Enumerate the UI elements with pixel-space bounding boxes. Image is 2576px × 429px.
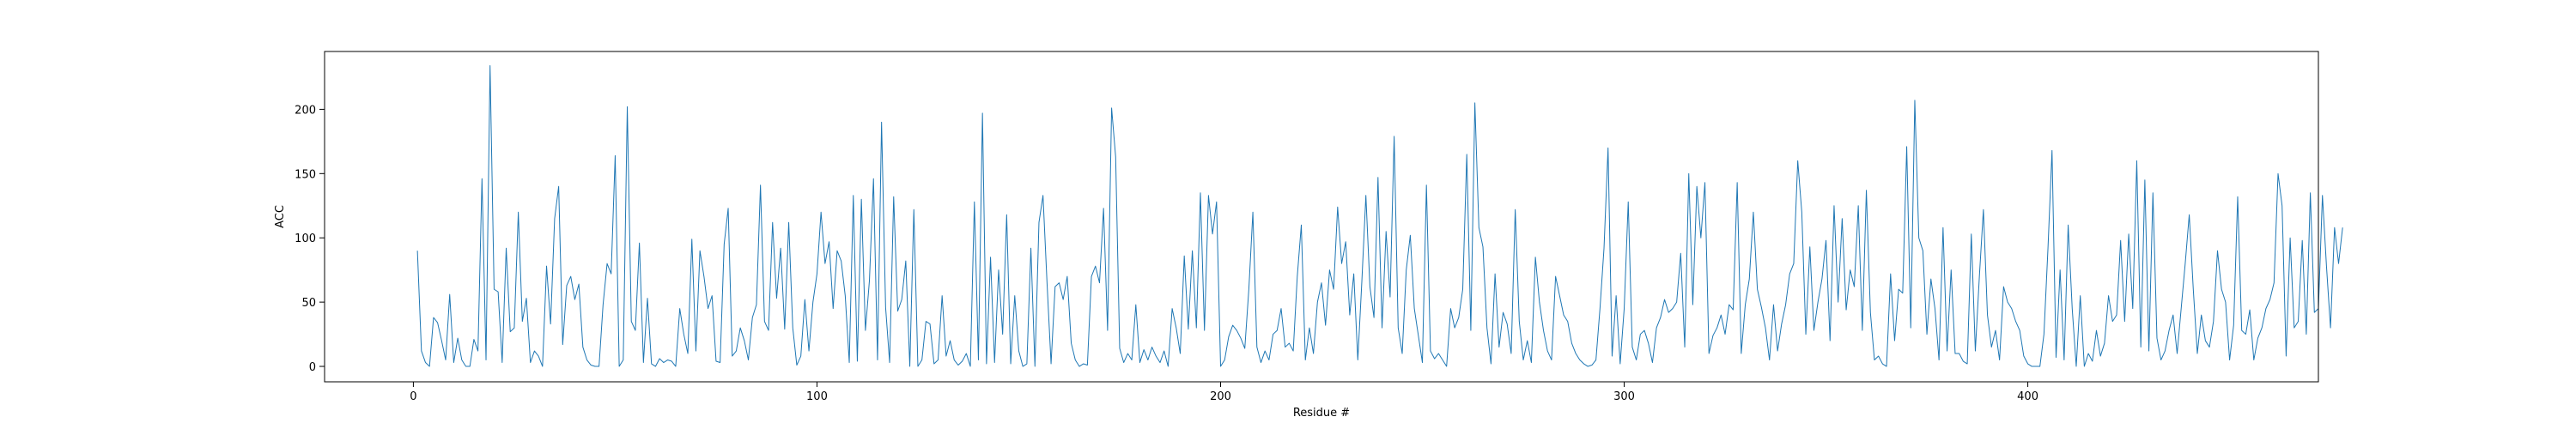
x-tick-label: 0 bbox=[410, 390, 416, 403]
y-axis-label: ACC bbox=[274, 205, 287, 228]
x-axis-label: Residue # bbox=[1293, 407, 1350, 420]
y-tick-label: 100 bbox=[295, 233, 316, 245]
x-tick-label: 400 bbox=[2017, 390, 2038, 403]
x-tick-label: 300 bbox=[1613, 390, 1635, 403]
chart-series-layer bbox=[416, 64, 2343, 367]
series-line-0 bbox=[416, 64, 2343, 367]
y-tick-label: 0 bbox=[309, 361, 316, 374]
plot-area-frame bbox=[324, 51, 2319, 383]
chart-axes-layer: 0 100 200 300 400 0 50 100 150 200 bbox=[295, 104, 2038, 403]
y-tick-label: 150 bbox=[295, 168, 316, 181]
y-tick-label: 50 bbox=[301, 297, 316, 310]
y-tick-label: 200 bbox=[295, 104, 316, 117]
x-tick-label: 100 bbox=[806, 390, 828, 403]
x-tick-label: 200 bbox=[1210, 390, 1231, 403]
